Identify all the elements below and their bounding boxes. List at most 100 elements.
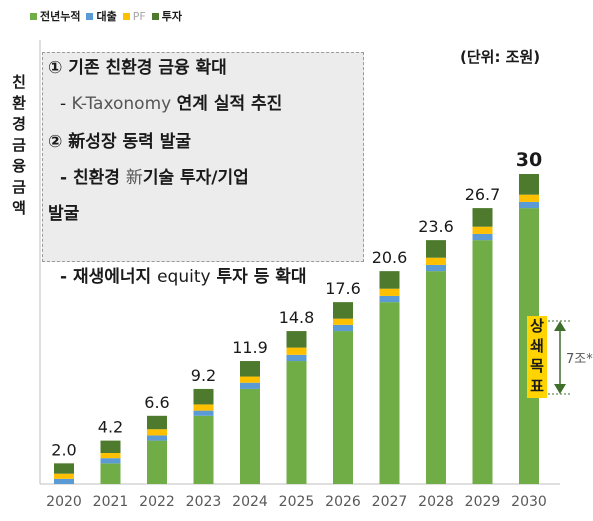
total-label-2021: 4.2 xyxy=(98,418,123,437)
strategy-line-6-bold: 투자 등 확대 xyxy=(210,267,307,287)
gap-label: 7조* xyxy=(566,352,593,367)
legend-investment: 투자 xyxy=(151,8,182,24)
bar-investment-2030 xyxy=(519,174,539,195)
x-tick-2026: 2026 xyxy=(325,494,361,510)
strategy-line-2-bold: 연계 실적 추진 xyxy=(176,94,283,114)
legend-swatch-investment xyxy=(151,12,159,20)
x-ticks-group: 2020 2021 2022 2023 2024 2025 2026 2027 2028 2029… xyxy=(46,494,547,510)
bar-investment-2027 xyxy=(379,271,400,289)
strategy-line-6: - 재생에너지 equity 투자 등 확대 xyxy=(60,262,307,287)
bar-pf-2021 xyxy=(100,453,121,459)
bar-loan-2024 xyxy=(240,382,260,389)
bar-investment-2028 xyxy=(426,240,446,258)
bar-cumulative-2023 xyxy=(193,415,214,484)
total-label-2025: 14.8 xyxy=(279,308,315,327)
bar-loan-2030 xyxy=(519,201,539,209)
bar-loan-2029 xyxy=(472,233,493,241)
legend-label-investment: 투자 xyxy=(161,10,182,23)
strategy-line-4: - 친환경 新기술 투자/기업 xyxy=(48,166,378,190)
bar-investment-2024 xyxy=(240,361,260,377)
bar-loan-2027 xyxy=(379,295,400,303)
legend-loan: 대출 xyxy=(86,8,117,24)
bar-cumulative-2027 xyxy=(379,302,400,484)
total-label-2029: 26.7 xyxy=(465,185,501,204)
bar-investment-2021 xyxy=(100,440,121,453)
legend-swatch-loan xyxy=(86,12,94,20)
x-tick-2028: 2028 xyxy=(418,494,454,510)
x-tick-2020: 2020 xyxy=(46,494,82,510)
x-tick-2029: 2029 xyxy=(465,494,501,510)
strategy-line-2-light: K-Taxonomy xyxy=(71,94,177,114)
bar-loan-2026 xyxy=(333,324,353,332)
x-tick-2030: 2030 xyxy=(511,494,547,510)
gap-arrow-head-up xyxy=(554,321,566,331)
legend-cumulative: 전년누적 xyxy=(30,8,80,24)
bar-investment-2026 xyxy=(333,302,353,319)
legend-label-cumulative: 전년누적 xyxy=(40,10,81,23)
bar-investment-2022 xyxy=(147,415,167,430)
offset-target-callout: 상쇄목표 xyxy=(527,316,547,398)
legend-pf: PF xyxy=(122,9,146,23)
bar-pf-2027 xyxy=(379,288,400,296)
bar-pf-2022 xyxy=(147,429,167,436)
bar-pf-2030 xyxy=(519,194,539,202)
strategy-line-5: 발굴 xyxy=(48,204,80,224)
strategy-box xyxy=(42,52,364,262)
legend-swatch-cumulative xyxy=(30,12,37,20)
bar-investment-2025 xyxy=(286,331,307,348)
bar-cumulative-2028 xyxy=(426,271,446,484)
total-label-2024: 11.9 xyxy=(232,338,268,357)
x-tick-2023: 2023 xyxy=(186,494,222,510)
bar-investment-2029 xyxy=(472,208,493,227)
bar-loan-2020 xyxy=(54,478,74,484)
bar-pf-2024 xyxy=(240,376,260,383)
bar-cumulative-2025 xyxy=(286,361,307,484)
bar-loan-2023 xyxy=(193,410,214,416)
strategy-line-2-prefix: - xyxy=(60,94,72,114)
strategy-text: ① 기존 친환경 금융 확대 - K-Taxonomy 연계 실적 추진 ② 新… xyxy=(48,56,378,226)
legend-label-pf: PF xyxy=(132,9,146,23)
strategy-line-6-prefix: - 재생에너지 xyxy=(60,267,158,287)
bar-loan-2022 xyxy=(147,435,167,441)
unit-label: (단위: 조원) xyxy=(460,48,541,66)
strategy-line-3: ② 新성장 동력 발굴 xyxy=(48,132,191,152)
total-label-2027: 20.6 xyxy=(372,248,408,267)
total-label-2020: 2.0 xyxy=(51,440,76,459)
x-tick-2024: 2024 xyxy=(232,494,268,510)
x-tick-2027: 2027 xyxy=(372,494,408,510)
bar-pf-2023 xyxy=(193,404,214,411)
bar-loan-2028 xyxy=(426,264,446,272)
bar-cumulative-2029 xyxy=(472,240,493,484)
gap-arrow-head-down xyxy=(554,384,566,394)
bar-cumulative-2021 xyxy=(100,463,121,484)
bar-investment-2023 xyxy=(193,388,214,405)
bar-loan-2025 xyxy=(286,354,307,362)
legend-swatch-pf xyxy=(122,12,130,20)
total-label-2030: 30 xyxy=(516,149,542,171)
bar-investment-2020 xyxy=(54,463,74,474)
bar-cumulative-2022 xyxy=(147,440,167,484)
strategy-line-4-bold: 기술 투자/기업 xyxy=(142,168,249,188)
legend: 전년누적 대출 PF 투자 xyxy=(30,8,182,24)
strategy-line-2: - K-Taxonomy 연계 실적 추진 xyxy=(48,92,378,116)
bar-pf-2029 xyxy=(472,226,493,234)
x-tick-2025: 2025 xyxy=(279,494,315,510)
y-axis-label: 친환경금융금액 xyxy=(12,73,26,217)
x-tick-2022: 2022 xyxy=(139,494,175,510)
strategy-line-1: ① 기존 친환경 금융 확대 xyxy=(48,58,227,78)
strategy-line-4-light: 新 xyxy=(125,168,143,188)
bar-cumulative-2024 xyxy=(240,388,260,484)
bar-pf-2025 xyxy=(286,347,307,355)
bar-pf-2026 xyxy=(333,318,353,325)
strategy-line-6-light: equity xyxy=(157,267,211,287)
total-labels-group: 2.0 4.2 6.6 9.2 11.9 14.8 17.6 20.6 23.6 26.7 30 xyxy=(51,149,542,459)
x-tick-2021: 2021 xyxy=(93,494,129,510)
bar-pf-2020 xyxy=(54,473,74,479)
bar-loan-2021 xyxy=(100,458,121,464)
total-label-2028: 23.6 xyxy=(418,217,454,236)
total-label-2022: 6.6 xyxy=(144,393,169,412)
total-label-2023: 9.2 xyxy=(191,366,216,385)
legend-label-loan: 대출 xyxy=(96,10,117,23)
strategy-line-4-prefix: - 친환경 xyxy=(60,168,126,188)
